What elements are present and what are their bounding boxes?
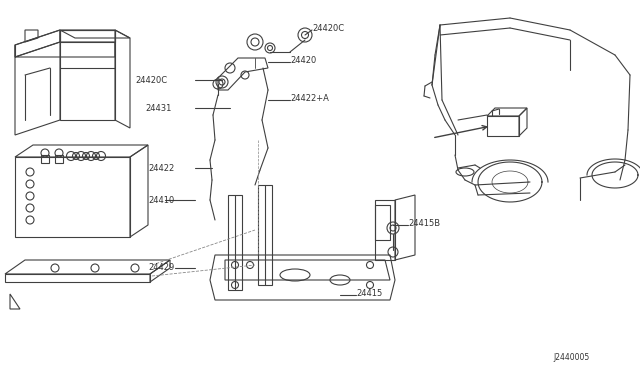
Text: J2440005: J2440005 [554, 353, 590, 362]
Text: 24415B: 24415B [408, 218, 440, 228]
Text: 24429: 24429 [148, 263, 174, 273]
Text: 24431: 24431 [145, 103, 172, 112]
Text: 24420C: 24420C [135, 76, 167, 84]
Text: 24420: 24420 [290, 55, 316, 64]
Text: 24410: 24410 [148, 196, 174, 205]
Text: 24422+A: 24422+A [290, 93, 329, 103]
Text: 24422: 24422 [148, 164, 174, 173]
Text: 24415: 24415 [356, 289, 382, 298]
Text: 24420C: 24420C [312, 23, 344, 32]
